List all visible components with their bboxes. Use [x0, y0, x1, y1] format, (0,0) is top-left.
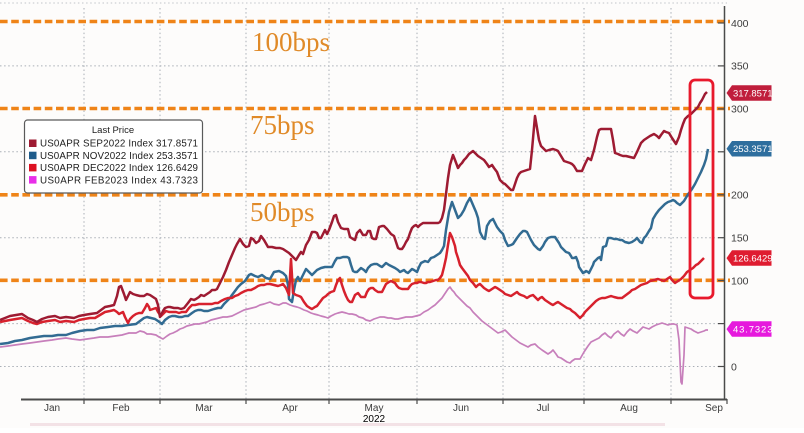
svg-text:Apr: Apr — [282, 403, 298, 414]
svg-text:126.6429: 126.6429 — [733, 253, 773, 264]
svg-text:350: 350 — [731, 61, 749, 73]
svg-text:US0APR FEB2023 Index 43.7323: US0APR FEB2023 Index 43.7323 — [40, 175, 199, 186]
svg-text:US0APR DEC2022 Index 126.6429: US0APR DEC2022 Index 126.6429 — [40, 163, 198, 174]
svg-text:US0APR NOV2022 Index 253.3571: US0APR NOV2022 Index 253.3571 — [40, 151, 198, 162]
svg-text:Aug: Aug — [620, 403, 638, 414]
svg-text:US0APR SEP2022 Index 317.8571: US0APR SEP2022 Index 317.8571 — [40, 139, 198, 150]
svg-text:150: 150 — [731, 233, 749, 245]
svg-text:0: 0 — [731, 361, 737, 373]
svg-text:253.3571: 253.3571 — [733, 144, 773, 155]
svg-text:2022: 2022 — [363, 414, 386, 425]
svg-text:Sep: Sep — [705, 403, 723, 414]
svg-text:Jul: Jul — [537, 403, 550, 414]
svg-text:43.7323: 43.7323 — [733, 324, 773, 335]
svg-text:Jan: Jan — [44, 403, 60, 414]
svg-text:Feb: Feb — [112, 403, 130, 414]
svg-text:300: 300 — [731, 104, 749, 116]
svg-text:May: May — [365, 403, 384, 414]
svg-text:Jun: Jun — [453, 403, 469, 414]
svg-text:50bps: 50bps — [250, 197, 315, 227]
svg-text:75bps: 75bps — [250, 110, 315, 140]
svg-text:Mar: Mar — [195, 403, 213, 414]
svg-text:200: 200 — [731, 190, 749, 202]
svg-text:317.8571: 317.8571 — [733, 88, 773, 99]
svg-text:Last Price: Last Price — [92, 125, 134, 136]
svg-text:100bps: 100bps — [252, 27, 330, 57]
svg-text:100: 100 — [731, 275, 749, 287]
svg-text:400: 400 — [731, 18, 749, 30]
